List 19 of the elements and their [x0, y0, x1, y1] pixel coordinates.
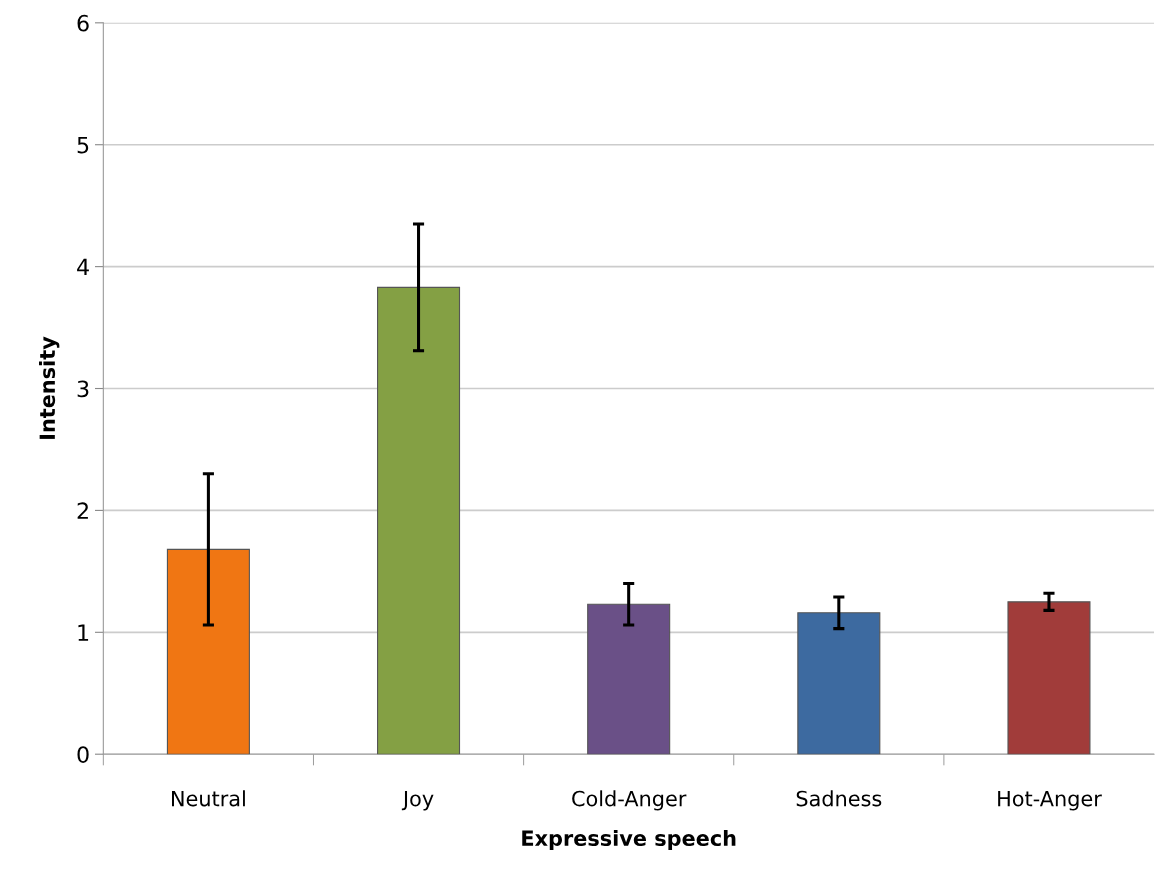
y-axis-title: Intensity: [39, 336, 60, 439]
bar: [587, 603, 671, 755]
y-tick-label: 0: [77, 746, 89, 763]
x-axis-title: Expressive speech: [522, 829, 736, 851]
y-tick-label: 1: [78, 624, 89, 641]
x-tick-label: Sadness: [796, 790, 882, 807]
bar: [377, 286, 461, 755]
y-tick-label: 3: [77, 380, 89, 398]
y-tick-label: 5: [77, 136, 89, 154]
x-tick-label: Joy: [401, 790, 434, 811]
bar: [1007, 601, 1091, 755]
y-tick-label: 2: [77, 502, 88, 519]
bar: [797, 612, 881, 755]
x-tick-label: Hot-Anger: [998, 790, 1102, 811]
y-tick-label: 4: [77, 258, 89, 276]
x-tick-label: Neutral: [172, 790, 245, 807]
y-tick-label: 6: [77, 14, 89, 32]
x-tick-label: Cold-Anger: [572, 790, 687, 811]
bar: [166, 548, 250, 755]
